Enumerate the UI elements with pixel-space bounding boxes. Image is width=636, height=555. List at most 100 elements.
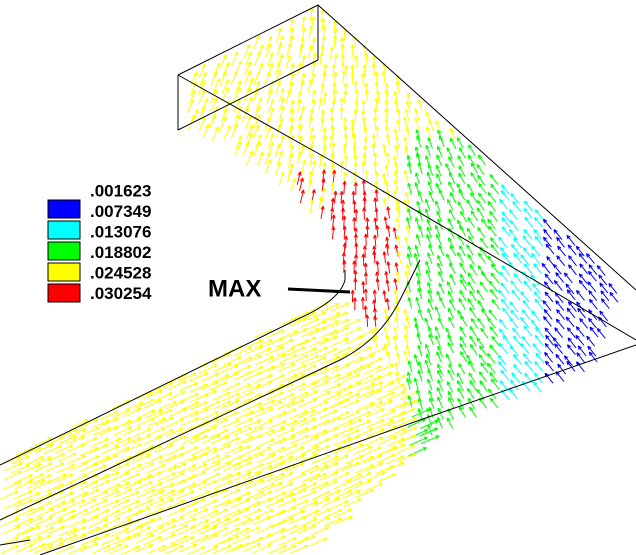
legend-swatch xyxy=(48,242,80,260)
vector xyxy=(345,336,363,344)
legend-label: .007349 xyxy=(90,202,151,221)
vector xyxy=(467,388,474,398)
vector xyxy=(469,145,476,155)
vector xyxy=(178,475,196,483)
vector xyxy=(513,354,521,364)
vector xyxy=(501,299,509,309)
vector xyxy=(534,382,542,392)
vector-plot: .001623.007349.013076.018802.024528.0302… xyxy=(0,0,636,555)
vector xyxy=(101,537,119,545)
vector xyxy=(383,198,386,210)
vector xyxy=(590,327,598,337)
vector xyxy=(558,246,566,256)
vector xyxy=(374,316,377,328)
vector xyxy=(545,343,553,353)
vector xyxy=(509,210,517,220)
vector xyxy=(409,448,427,456)
vector xyxy=(125,510,143,518)
vector xyxy=(557,237,565,247)
vector xyxy=(416,297,420,308)
vector xyxy=(417,333,421,344)
vector xyxy=(491,184,499,194)
vector xyxy=(299,44,303,57)
vector xyxy=(429,191,433,202)
vector xyxy=(180,509,198,517)
vector xyxy=(499,319,507,329)
vector xyxy=(468,273,475,283)
vector xyxy=(268,536,286,544)
vector xyxy=(394,180,397,192)
vector xyxy=(490,290,498,300)
vector xyxy=(525,217,533,227)
vector xyxy=(201,98,207,112)
vector xyxy=(416,153,420,164)
vector xyxy=(408,183,412,194)
vector xyxy=(490,175,498,185)
vector xyxy=(44,446,62,454)
vector xyxy=(202,401,220,409)
vector xyxy=(447,418,452,429)
vector xyxy=(556,319,564,329)
vector xyxy=(470,308,477,318)
vector xyxy=(373,117,376,129)
vector xyxy=(319,410,337,418)
vector xyxy=(479,398,486,408)
vector xyxy=(460,280,466,291)
vector xyxy=(397,353,400,365)
vector xyxy=(257,525,275,533)
vector xyxy=(301,355,319,363)
vector xyxy=(532,311,540,321)
vector xyxy=(521,344,529,354)
vector xyxy=(361,73,364,85)
vector xyxy=(447,254,452,265)
legend: .001623.007349.013076.018802.024528.0302… xyxy=(48,181,152,303)
vector xyxy=(351,71,354,83)
vector xyxy=(489,226,497,236)
vector xyxy=(510,318,518,328)
vector xyxy=(510,221,518,231)
vector xyxy=(364,272,367,284)
vector xyxy=(365,53,368,65)
vector xyxy=(341,55,344,68)
vector xyxy=(355,243,358,255)
vector xyxy=(408,297,412,308)
vector xyxy=(364,358,382,366)
vector xyxy=(437,155,442,166)
vector xyxy=(244,372,262,380)
vector xyxy=(300,80,304,93)
vector xyxy=(340,107,343,120)
vector xyxy=(383,144,386,156)
vector xyxy=(438,397,443,408)
vector xyxy=(409,437,427,445)
vector xyxy=(567,235,575,245)
vector xyxy=(302,160,306,173)
vector xyxy=(509,229,517,239)
vector xyxy=(25,517,43,525)
vector xyxy=(374,372,392,380)
vector xyxy=(345,155,348,167)
vector xyxy=(459,298,465,309)
vector xyxy=(322,188,325,201)
vector xyxy=(417,136,421,147)
vector xyxy=(480,282,487,292)
vector xyxy=(503,308,511,318)
vector xyxy=(334,54,337,67)
vector xyxy=(502,217,510,227)
vector xyxy=(414,253,418,264)
vector xyxy=(543,301,551,311)
vector xyxy=(447,381,452,392)
vector xyxy=(333,170,336,183)
vector xyxy=(457,138,463,149)
vector xyxy=(231,124,237,138)
vector xyxy=(490,398,498,408)
vector xyxy=(430,398,434,409)
vector xyxy=(531,275,539,285)
vector xyxy=(302,17,306,30)
vector xyxy=(276,493,294,501)
vector xyxy=(399,427,417,435)
vector xyxy=(521,255,529,265)
vector xyxy=(122,534,140,542)
vector xyxy=(457,184,463,195)
vector xyxy=(404,351,407,362)
vector xyxy=(481,271,488,281)
